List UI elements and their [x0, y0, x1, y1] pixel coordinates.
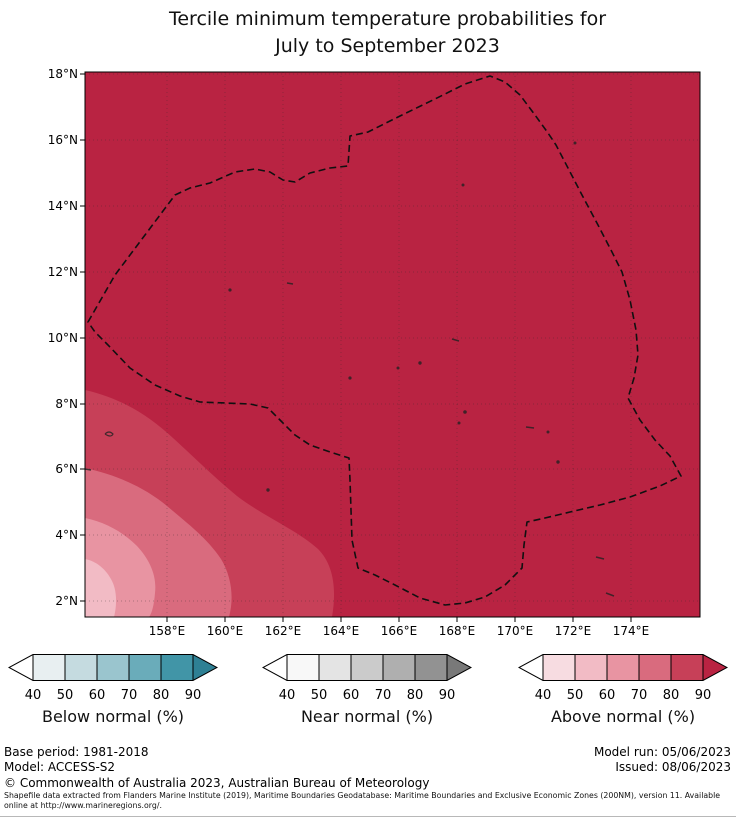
base-period-text: Base period: 1981-2018: [4, 745, 149, 759]
colorbar-segment: [415, 654, 447, 681]
colorbar-tick-label: 40: [278, 688, 296, 703]
colorbar-tick-label: 80: [406, 688, 424, 703]
lat-tick-label: 2°N: [55, 594, 78, 608]
colorbar-tick-label: 50: [310, 688, 328, 703]
colorbar-tick-label: 60: [342, 688, 360, 703]
lon-tick-label: 162°E: [264, 624, 302, 638]
colorbar-tick-label: 70: [374, 688, 392, 703]
colorbar-segment: [287, 654, 319, 681]
shapefile-attribution-text: Shapefile data extracted from Flanders M…: [4, 791, 721, 810]
colorbar-tick-label: 80: [152, 688, 170, 703]
colorbar-segment: [161, 654, 193, 681]
colorbar-near-normal: 40 50 60 70 80 90 Near normal (%): [261, 654, 473, 726]
model-text: Model: ACCESS-S2: [4, 760, 116, 774]
island-marks: [84, 141, 615, 597]
colorbar-tip-under: [519, 654, 543, 681]
gridlines: [85, 72, 700, 617]
model-run-text: Model run: 05/06/2023: [593, 745, 731, 759]
colorbar-segment: [575, 654, 607, 681]
issued-text: Issued: 08/06/2023: [615, 760, 731, 774]
probability-contours: [85, 390, 335, 617]
colorbar-tip-over: [703, 654, 727, 681]
colorbar-segment: [351, 654, 383, 681]
colorbar-segment: [383, 654, 415, 681]
legend: 40 50 60 70 80 90 Below normal (%) 40 50 60 70 80 90…: [0, 654, 736, 740]
lon-tick-label: 160°E: [206, 624, 244, 638]
lon-tick-label: 168°E: [438, 624, 476, 638]
colorbar-tick-label: 70: [630, 688, 648, 703]
colorbar-tick-label: 40: [534, 688, 552, 703]
lat-tick-label: 18°N: [47, 67, 78, 81]
lat-tick-label: 6°N: [55, 462, 78, 476]
lat-tick-label: 4°N: [55, 528, 78, 542]
colorbar-segment: [607, 654, 639, 681]
colorbar-tick-label: 50: [56, 688, 74, 703]
axis-ticks: [80, 73, 632, 622]
colorbar-tip-over: [447, 654, 471, 681]
colorbar-segment: [639, 654, 671, 681]
lat-tick-label: 8°N: [55, 397, 78, 411]
colorbar-tick-label: 60: [88, 688, 106, 703]
lat-tick-label: 10°N: [47, 331, 78, 345]
lon-tick-label: 166°E: [380, 624, 418, 638]
colorbar-segment: [671, 654, 703, 681]
colorbar-tick-label: 90: [438, 688, 456, 703]
map-plot: [80, 71, 701, 622]
colorbar-segment: [65, 654, 97, 681]
colorbar-arrow-below-normal: [7, 654, 219, 681]
colorbar-label-below-normal: Below normal (%): [41, 707, 185, 726]
colorbar-tick-labels: 40 50 60 70 80 90: [262, 688, 472, 703]
lat-tick-label: 14°N: [47, 199, 78, 213]
map-canvas: [80, 71, 701, 622]
colorbar-segment: [543, 654, 575, 681]
footer-right: Model run: 05/06/2023 Issued: 08/06/2023: [594, 745, 731, 775]
lon-tick-label: 174°E: [612, 624, 650, 638]
colorbar-segment: [319, 654, 351, 681]
colorbar-above-normal: 40 50 60 70 80 90 Above normal (%): [517, 654, 729, 726]
colorbar-arrow-above-normal: [517, 654, 729, 681]
colorbar-tip-over: [193, 654, 217, 681]
footer-left: Base period: 1981-2018 Model: ACCESS-S2: [4, 745, 149, 775]
colorbar-label-near-normal: Near normal (%): [300, 707, 434, 726]
lat-tick-label: 12°N: [47, 265, 78, 279]
map-frame: [84, 71, 701, 618]
lon-tick-label: 172°E: [554, 624, 592, 638]
colorbar-segment: [33, 654, 65, 681]
colorbar-tick-label: 50: [566, 688, 584, 703]
colorbar-tick-label: 80: [662, 688, 680, 703]
colorbar-label-above-normal: Above normal (%): [550, 707, 696, 726]
title-line-1: Tercile minimum temperature probabilitie…: [168, 8, 607, 30]
colorbar-tick-label: 40: [24, 688, 42, 703]
colorbar-tick-label: 90: [184, 688, 202, 703]
colorbar-tip-under: [263, 654, 287, 681]
title-line-2: July to September 2023: [275, 35, 500, 57]
colorbar-tick-label: 70: [120, 688, 138, 703]
lat-tick-label: 16°N: [47, 133, 78, 147]
contour-50-60: [85, 559, 117, 617]
colorbar-tick-label: 90: [694, 688, 712, 703]
colorbar-tip-under: [9, 654, 33, 681]
lon-tick-label: 164°E: [322, 624, 360, 638]
colorbar-segment: [129, 654, 161, 681]
eez-boundary: [87, 75, 682, 606]
copyright-text: © Commonwealth of Australia 2023, Austra…: [4, 776, 430, 790]
colorbar-tick-labels: 40 50 60 70 80 90: [518, 688, 728, 703]
figure-title: Tercile minimum temperature probabilitie…: [60, 6, 715, 60]
lon-tick-label: 158°E: [148, 624, 186, 638]
lon-tick-label: 170°E: [496, 624, 534, 638]
colorbar-segment: [97, 654, 129, 681]
colorbar-arrow-near-normal: [261, 654, 473, 681]
colorbar-tick-labels: 40 50 60 70 80 90: [8, 688, 218, 703]
colorbar-tick-label: 60: [598, 688, 616, 703]
colorbar-below-normal: 40 50 60 70 80 90 Below normal (%): [7, 654, 219, 726]
